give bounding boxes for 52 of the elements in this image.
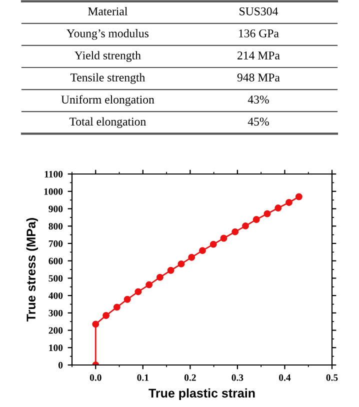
point	[252, 216, 260, 223]
point	[264, 210, 271, 218]
point	[188, 254, 196, 261]
y-tick-label: 1100	[44, 170, 63, 178]
y-tick-label: 900	[48, 206, 63, 212]
text: Total elongation	[69, 117, 146, 128]
point	[242, 222, 249, 230]
point	[274, 204, 282, 212]
point	[199, 247, 206, 254]
point	[210, 240, 217, 248]
y-tick-label: 1000	[44, 188, 63, 195]
text: SUS304	[240, 7, 278, 16]
y-axis-title: True stress (MPa)	[26, 218, 38, 322]
text: 43%	[248, 96, 269, 104]
y-tick-label: 500	[48, 275, 63, 282]
text: Tensile strength	[70, 73, 145, 84]
point	[167, 266, 174, 274]
point	[295, 193, 302, 200]
x-axis-title: True plastic strain	[148, 388, 255, 400]
text: Young’s modulus	[66, 29, 148, 40]
y-tick-label: 600	[48, 258, 63, 264]
text: 948 MPa	[237, 74, 280, 82]
x-tick-label: 0.2	[184, 374, 196, 381]
x-tick-label: 0.1	[137, 374, 148, 381]
text: Uniform elongation	[61, 95, 154, 106]
text: 45%	[248, 118, 269, 126]
y-tick-label: 300	[48, 310, 63, 316]
point	[92, 320, 100, 328]
y-tick-label: 400	[48, 292, 63, 300]
text: Material	[88, 7, 128, 16]
point	[134, 288, 142, 296]
point	[146, 281, 153, 288]
point	[232, 228, 239, 236]
x-tick-label: 0.5	[326, 374, 338, 381]
y-tick-label: 0	[58, 362, 63, 368]
point	[124, 296, 131, 303]
point	[286, 199, 292, 206]
x-tick-label: 0.4	[279, 374, 291, 381]
point	[102, 312, 110, 319]
y-tick-label: 700	[48, 240, 63, 247]
point	[113, 304, 120, 311]
y-tick-label: 800	[48, 223, 63, 230]
y-tick-label: 200	[48, 327, 63, 334]
text: Yield strength	[74, 51, 141, 62]
x-tick-label: 0.0	[90, 374, 102, 381]
y-tick-label: 100	[49, 344, 63, 352]
point	[178, 260, 185, 268]
text: 214 MPa	[238, 51, 280, 60]
point	[156, 274, 164, 281]
x-tick-label: 0.3	[232, 374, 244, 381]
point	[220, 234, 228, 242]
text: 136 GPa	[239, 29, 279, 38]
